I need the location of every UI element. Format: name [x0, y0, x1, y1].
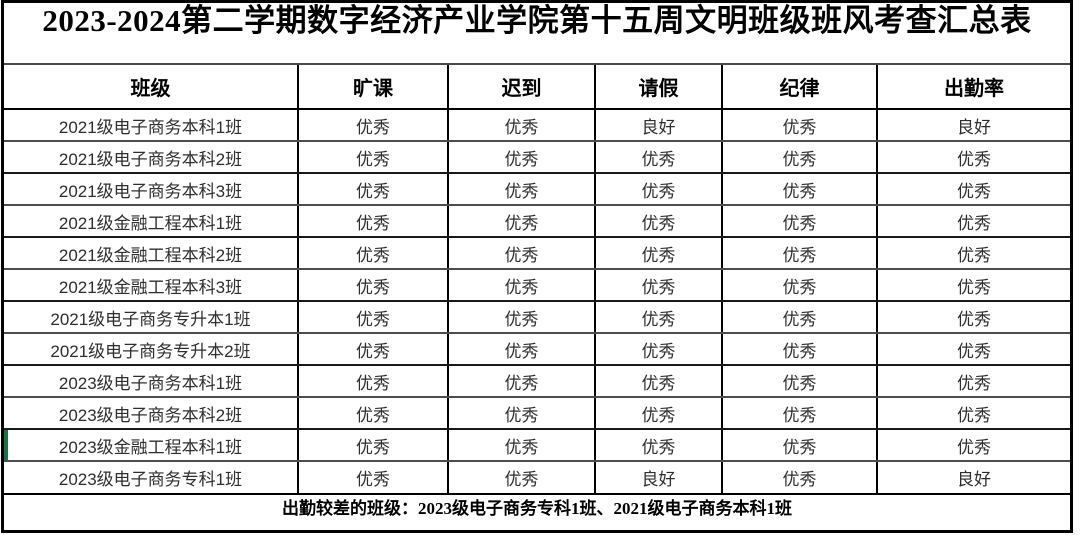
poor-attendance-note: 出勤较差的班级：2023级电子商务专科1班、2021级电子商务本科1班 [4, 493, 1070, 524]
header-discipline: 纪律 [722, 65, 878, 110]
rating-cell: 优秀 [298, 301, 449, 334]
table-row: 2023级电子商务本科1班 优秀 优秀 优秀 优秀 优秀 [4, 365, 1070, 398]
rating-cell: 优秀 [722, 461, 878, 493]
rating-cell: 优秀 [595, 333, 723, 366]
rating-cell: 优秀 [298, 365, 449, 398]
rating-cell: 优秀 [298, 429, 449, 462]
rating-cell: 优秀 [448, 301, 596, 334]
rating-cell: 优秀 [448, 333, 596, 366]
rating-cell: 优秀 [448, 461, 596, 493]
rating-cell: 优秀 [298, 333, 449, 366]
rating-cell: 优秀 [298, 205, 449, 238]
rating-cell: 优秀 [448, 397, 596, 430]
header-absenteeism: 旷课 [298, 65, 449, 110]
rating-cell: 优秀 [595, 269, 723, 302]
table-row: 2021级电子商务专升本2班 优秀 优秀 优秀 优秀 优秀 [4, 333, 1070, 366]
rating-cell: 优秀 [595, 397, 723, 430]
rating-cell: 优秀 [722, 173, 878, 206]
rating-cell: 优秀 [595, 141, 723, 174]
rating-cell: 优秀 [877, 173, 1070, 206]
rating-cell: 优秀 [877, 237, 1070, 270]
table-row: 2021级电子商务本科3班 优秀 优秀 优秀 优秀 优秀 [4, 173, 1070, 206]
rating-cell: 优秀 [722, 269, 878, 302]
class-name-cell: 2021级电子商务专升本1班 [4, 301, 299, 334]
rating-cell: 优秀 [298, 173, 449, 206]
rating-cell: 优秀 [448, 141, 596, 174]
rating-cell: 优秀 [722, 141, 878, 174]
table-row: 2021级电子商务本科1班 优秀 优秀 良好 优秀 良好 [4, 109, 1070, 142]
rating-cell: 优秀 [298, 461, 449, 493]
rating-cell: 优秀 [595, 429, 723, 462]
table-row: 2023级电子商务本科2班 优秀 优秀 优秀 优秀 优秀 [4, 397, 1070, 430]
rating-cell: 优秀 [722, 333, 878, 366]
rating-cell: 优秀 [722, 237, 878, 270]
class-name-cell: 2021级金融工程本科2班 [4, 237, 299, 270]
rating-cell: 优秀 [722, 301, 878, 334]
table-row: 2021级电子商务本科2班 优秀 优秀 优秀 优秀 优秀 [4, 141, 1070, 174]
rating-cell: 优秀 [448, 109, 596, 142]
rating-cell: 优秀 [877, 333, 1070, 366]
rating-cell: 优秀 [722, 397, 878, 430]
rating-cell: 优秀 [595, 205, 723, 238]
rating-cell: 优秀 [448, 365, 596, 398]
class-name-cell: 2023级电子商务专科1班 [4, 461, 299, 493]
header-attendance-rate: 出勤率 [877, 65, 1070, 110]
rating-cell: 优秀 [448, 269, 596, 302]
table-header-row: 班级 旷课 迟到 请假 纪律 出勤率 [4, 65, 1070, 110]
rating-cell: 优秀 [595, 173, 723, 206]
rating-cell: 优秀 [722, 429, 878, 462]
rating-cell: 优秀 [877, 365, 1070, 398]
rating-cell: 优秀 [448, 173, 596, 206]
rating-cell: 优秀 [448, 237, 596, 270]
rating-cell: 优秀 [877, 269, 1070, 302]
class-name-cell: 2023级电子商务本科2班 [4, 397, 299, 430]
rating-cell: 优秀 [448, 429, 596, 462]
rating-cell: 优秀 [595, 301, 723, 334]
rating-cell: 优秀 [722, 109, 878, 142]
rating-cell: 优秀 [877, 141, 1070, 174]
rating-cell: 优秀 [298, 237, 449, 270]
rating-cell: 良好 [957, 470, 991, 489]
rating-cell: 优秀 [877, 397, 1070, 430]
class-name-cell: 2021级电子商务本科2班 [4, 141, 299, 174]
table-row: 2021级金融工程本科2班 优秀 优秀 优秀 优秀 优秀 [4, 237, 1070, 270]
table-row: 2023级电子商务专科1班 优秀 优秀 良好 优秀 良好 [4, 461, 1070, 493]
rating-cell: 优秀 [298, 109, 449, 142]
rating-cell: 优秀 [298, 141, 449, 174]
page-title: 2023-2024第二学期数字经济产业学院第十五周文明班级班风考查汇总表 [4, 3, 1070, 65]
rating-cell: 优秀 [877, 205, 1070, 238]
header-leave: 请假 [595, 65, 723, 110]
header-class: 班级 [4, 65, 299, 110]
rating-cell: 优秀 [448, 205, 596, 238]
rating-cell: 优秀 [722, 365, 878, 398]
rating-cell: 优秀 [595, 365, 723, 398]
class-name-cell: 2021级电子商务专升本2班 [4, 333, 299, 366]
table-row: 2021级电子商务专升本1班 优秀 优秀 优秀 优秀 优秀 [4, 301, 1070, 334]
header-lateness: 迟到 [448, 65, 596, 110]
class-name-cell: 2023级电子商务本科1班 [4, 365, 299, 398]
rating-cell: 优秀 [595, 237, 723, 270]
rating-cell: 优秀 [877, 429, 1070, 462]
rating-cell: 良好 [595, 109, 723, 142]
class-name-cell: 2021级金融工程本科1班 [4, 205, 299, 238]
rating-cell: 良好 [877, 109, 1070, 142]
class-assessment-table: 班级 旷课 迟到 请假 纪律 出勤率 2021级电子商务本科1班 优秀 优秀 良… [4, 65, 1070, 493]
table-row: 2021级金融工程本科1班 优秀 优秀 优秀 优秀 优秀 [4, 205, 1070, 238]
table-row: 2023级金融工程本科1班 优秀 优秀 优秀 优秀 优秀 [4, 429, 1070, 462]
rating-cell: 优秀 [722, 205, 878, 238]
rating-cell: 优秀 [298, 269, 449, 302]
table-row: 2021级金融工程本科3班 优秀 优秀 优秀 优秀 优秀 [4, 269, 1070, 302]
class-name-cell: 2021级电子商务本科1班 [4, 109, 299, 142]
rating-cell: 优秀 [298, 397, 449, 430]
rating-cell: 良好 [595, 461, 723, 493]
class-name-cell: 2021级电子商务本科3班 [4, 173, 299, 206]
class-name-cell: 2023级金融工程本科1班 [4, 429, 299, 462]
rating-cell: 优秀 [877, 301, 1070, 334]
class-name-cell: 2021级金融工程本科3班 [4, 269, 299, 302]
